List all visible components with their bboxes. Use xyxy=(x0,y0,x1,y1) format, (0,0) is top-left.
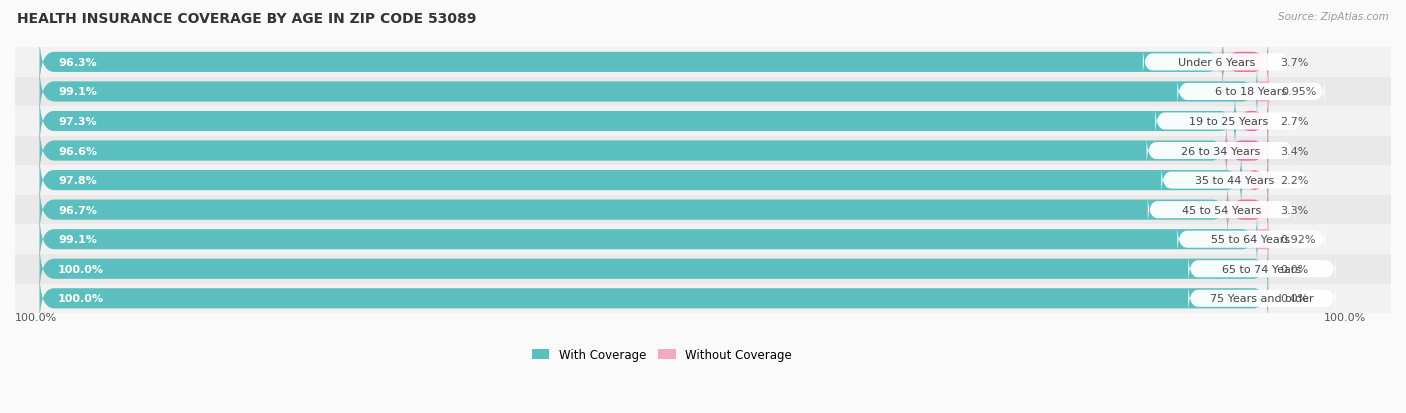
Text: 0.92%: 0.92% xyxy=(1281,235,1316,244)
FancyBboxPatch shape xyxy=(1161,166,1309,196)
FancyBboxPatch shape xyxy=(39,244,1268,294)
FancyBboxPatch shape xyxy=(1188,283,1336,313)
Text: 0.95%: 0.95% xyxy=(1281,87,1316,97)
FancyBboxPatch shape xyxy=(39,38,1223,88)
FancyBboxPatch shape xyxy=(39,126,1268,176)
Text: 96.7%: 96.7% xyxy=(58,205,97,215)
FancyBboxPatch shape xyxy=(39,185,1268,235)
FancyBboxPatch shape xyxy=(1147,195,1295,225)
FancyBboxPatch shape xyxy=(39,38,1268,88)
FancyBboxPatch shape xyxy=(1227,185,1268,235)
FancyBboxPatch shape xyxy=(39,155,1241,206)
FancyBboxPatch shape xyxy=(1188,254,1336,284)
FancyBboxPatch shape xyxy=(1254,67,1272,118)
Text: 96.6%: 96.6% xyxy=(58,146,97,156)
Text: HEALTH INSURANCE COVERAGE BY AGE IN ZIP CODE 53089: HEALTH INSURANCE COVERAGE BY AGE IN ZIP … xyxy=(17,12,477,26)
Text: 97.8%: 97.8% xyxy=(58,176,97,186)
FancyBboxPatch shape xyxy=(39,96,1268,147)
FancyBboxPatch shape xyxy=(39,67,1268,118)
Bar xyxy=(15,78,1391,107)
Text: 65 to 74 Years: 65 to 74 Years xyxy=(1222,264,1302,274)
Bar xyxy=(15,284,1391,313)
FancyBboxPatch shape xyxy=(1146,136,1294,166)
Text: 97.3%: 97.3% xyxy=(58,117,97,127)
Text: 55 to 64 Years: 55 to 64 Years xyxy=(1212,235,1291,244)
Bar xyxy=(15,107,1391,136)
Bar xyxy=(15,48,1391,78)
FancyBboxPatch shape xyxy=(39,214,1268,265)
Legend: With Coverage, Without Coverage: With Coverage, Without Coverage xyxy=(527,343,797,366)
Text: Under 6 Years: Under 6 Years xyxy=(1178,58,1256,68)
Text: 99.1%: 99.1% xyxy=(58,87,97,97)
Text: 3.3%: 3.3% xyxy=(1281,205,1309,215)
FancyBboxPatch shape xyxy=(1156,107,1302,137)
Text: 6 to 18 Years: 6 to 18 Years xyxy=(1215,87,1286,97)
Text: 2.2%: 2.2% xyxy=(1281,176,1309,186)
Text: 100.0%: 100.0% xyxy=(1324,313,1367,323)
Text: 3.4%: 3.4% xyxy=(1281,146,1309,156)
Text: Source: ZipAtlas.com: Source: ZipAtlas.com xyxy=(1278,12,1389,22)
Text: 100.0%: 100.0% xyxy=(15,313,58,323)
FancyBboxPatch shape xyxy=(39,96,1234,147)
Text: 0.0%: 0.0% xyxy=(1281,264,1309,274)
FancyBboxPatch shape xyxy=(39,126,1226,176)
FancyBboxPatch shape xyxy=(1234,96,1268,147)
Bar xyxy=(15,195,1391,225)
FancyBboxPatch shape xyxy=(1143,47,1291,78)
FancyBboxPatch shape xyxy=(39,155,1268,206)
FancyBboxPatch shape xyxy=(39,244,1268,294)
Text: 99.1%: 99.1% xyxy=(58,235,97,244)
FancyBboxPatch shape xyxy=(1223,38,1268,88)
Bar xyxy=(15,254,1391,284)
FancyBboxPatch shape xyxy=(39,185,1227,235)
Text: 100.0%: 100.0% xyxy=(58,294,104,304)
FancyBboxPatch shape xyxy=(39,67,1257,118)
Text: 3.7%: 3.7% xyxy=(1281,58,1309,68)
Bar xyxy=(15,225,1391,254)
Text: 100.0%: 100.0% xyxy=(58,264,104,274)
Text: 96.3%: 96.3% xyxy=(58,58,97,68)
FancyBboxPatch shape xyxy=(39,273,1268,324)
Text: 2.7%: 2.7% xyxy=(1281,117,1309,127)
Text: 45 to 54 Years: 45 to 54 Years xyxy=(1182,205,1261,215)
FancyBboxPatch shape xyxy=(1254,214,1272,265)
FancyBboxPatch shape xyxy=(1177,225,1324,255)
Text: 75 Years and older: 75 Years and older xyxy=(1211,294,1313,304)
Bar xyxy=(15,136,1391,166)
FancyBboxPatch shape xyxy=(1241,155,1268,206)
FancyBboxPatch shape xyxy=(1177,77,1324,107)
Text: 26 to 34 Years: 26 to 34 Years xyxy=(1181,146,1260,156)
Text: 19 to 25 Years: 19 to 25 Years xyxy=(1189,117,1268,127)
Text: 35 to 44 Years: 35 to 44 Years xyxy=(1195,176,1275,186)
FancyBboxPatch shape xyxy=(39,273,1268,324)
FancyBboxPatch shape xyxy=(39,214,1257,265)
Bar xyxy=(15,166,1391,195)
FancyBboxPatch shape xyxy=(1226,126,1268,176)
Text: 0.0%: 0.0% xyxy=(1281,294,1309,304)
